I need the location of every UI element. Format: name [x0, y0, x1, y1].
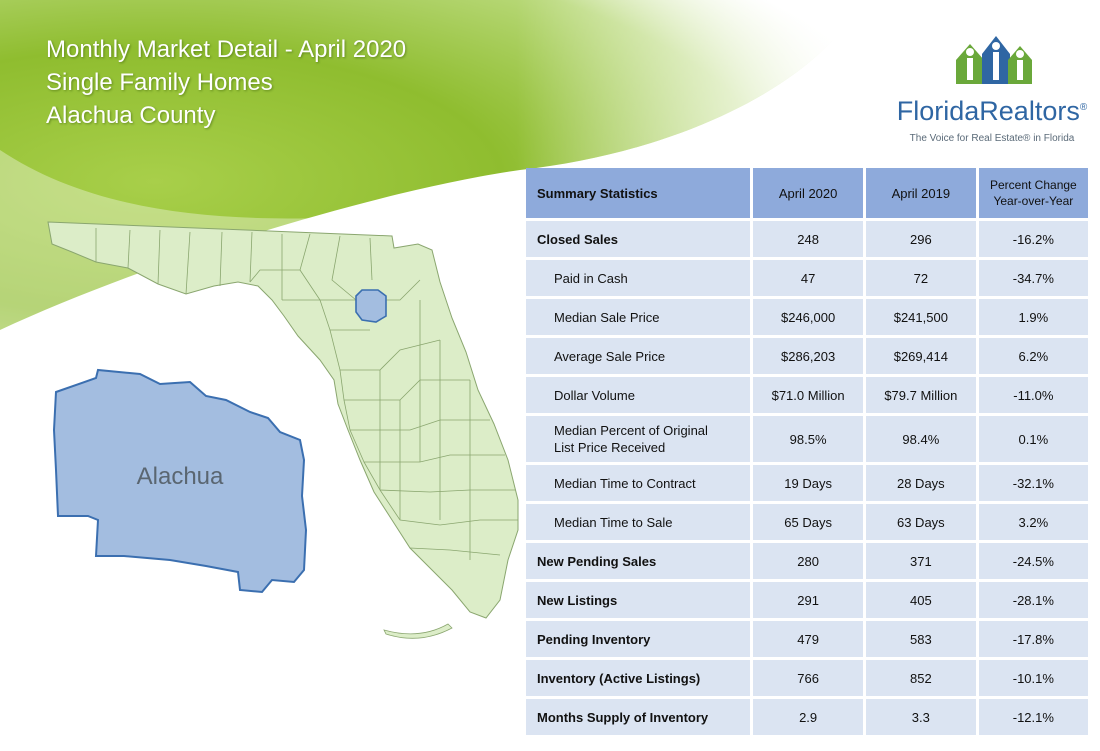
report-property-type: Single Family Homes: [46, 69, 273, 96]
row-previous: 72: [865, 260, 976, 296]
row-current: 248: [753, 221, 863, 257]
table-row: Median Sale Price $246,000 $241,500 1.9%: [526, 299, 1088, 335]
row-change: 0.1%: [978, 416, 1088, 462]
row-label: Median Time to Sale: [526, 504, 751, 540]
table-row: Pending Inventory 479 583 -17.8%: [526, 621, 1088, 657]
table-row: Paid in Cash 47 72 -34.7%: [526, 260, 1088, 296]
table-row: Closed Sales 248 296 -16.2%: [526, 221, 1088, 257]
table-row: New Listings 291 405 -28.1%: [526, 582, 1088, 618]
row-change: -12.1%: [978, 699, 1088, 735]
row-previous: $79.7 Million: [865, 377, 976, 413]
row-previous: $241,500: [865, 299, 976, 335]
row-change: -34.7%: [978, 260, 1088, 296]
row-change: -28.1%: [978, 582, 1088, 618]
table-row: New Pending Sales 280 371 -24.5%: [526, 543, 1088, 579]
row-previous: 63 Days: [865, 504, 976, 540]
row-change: -32.1%: [978, 465, 1088, 501]
row-current: 47: [753, 260, 863, 296]
row-change: -16.2%: [978, 221, 1088, 257]
table-row: Median Percent of Original List Price Rec…: [526, 416, 1088, 462]
row-current: $246,000: [753, 299, 863, 335]
row-current: 766: [753, 660, 863, 696]
row-change: -24.5%: [978, 543, 1088, 579]
row-change: 1.9%: [978, 299, 1088, 335]
row-change: -11.0%: [978, 377, 1088, 413]
row-label: Paid in Cash: [526, 260, 751, 296]
header-previous-period: April 2019: [865, 168, 976, 218]
row-change: 3.2%: [978, 504, 1088, 540]
row-current: 280: [753, 543, 863, 579]
logo-tagline: The Voice for Real Estate® in Florida: [909, 133, 1075, 144]
row-current: 479: [753, 621, 863, 657]
table-header-row: Summary Statistics April 2020 April 2019…: [526, 168, 1088, 218]
table-row: Average Sale Price $286,203 $269,414 6.2…: [526, 338, 1088, 374]
table-row: Dollar Volume $71.0 Million $79.7 Millio…: [526, 377, 1088, 413]
row-previous: 405: [865, 582, 976, 618]
row-label: New Listings: [526, 582, 751, 618]
row-label: Median Percent of Original List Price Rec…: [526, 416, 751, 462]
report-title: Monthly Market Detail - April 2020: [46, 36, 407, 63]
report-title-block: Monthly Market Detail - April 2020 Singl…: [46, 33, 406, 132]
row-previous: 296: [865, 221, 976, 257]
header-percent-change: Percent Change Year-over-Year: [978, 168, 1088, 218]
row-label: Average Sale Price: [526, 338, 751, 374]
row-previous: 28 Days: [865, 465, 976, 501]
row-current: 98.5%: [753, 416, 863, 462]
header-current-period: April 2020: [753, 168, 863, 218]
row-previous: 371: [865, 543, 976, 579]
row-label: Inventory (Active Listings): [526, 660, 751, 696]
row-previous: 3.3: [865, 699, 976, 735]
row-label: Median Time to Contract: [526, 465, 751, 501]
row-change: -17.8%: [978, 621, 1088, 657]
row-current: $71.0 Million: [753, 377, 863, 413]
row-change: -10.1%: [978, 660, 1088, 696]
row-current: 19 Days: [753, 465, 863, 501]
row-current: 65 Days: [753, 504, 863, 540]
logo-wordmark: FloridaRealtors®: [896, 96, 1088, 126]
row-previous: 583: [865, 621, 976, 657]
header-summary-statistics: Summary Statistics: [526, 168, 751, 218]
row-previous: $269,414: [865, 338, 976, 374]
row-label: Dollar Volume: [526, 377, 751, 413]
row-label: Closed Sales: [526, 221, 751, 257]
table-row: Median Time to Sale 65 Days 63 Days 3.2%: [526, 504, 1088, 540]
florida-realtors-logo: FloridaRealtors® The Voice for Real Esta…: [892, 26, 1092, 156]
houses-people-icon: [956, 36, 1032, 84]
table-row: Median Time to Contract 19 Days 28 Days …: [526, 465, 1088, 501]
row-label: Pending Inventory: [526, 621, 751, 657]
row-label: Median Sale Price: [526, 299, 751, 335]
county-label: Alachua: [136, 463, 224, 490]
row-current: $286,203: [753, 338, 863, 374]
report-county: Alachua County: [46, 102, 216, 129]
row-label: Months Supply of Inventory: [526, 699, 751, 735]
row-previous: 852: [865, 660, 976, 696]
table-row: Inventory (Active Listings) 766 852 -10.…: [526, 660, 1088, 696]
row-current: 291: [753, 582, 863, 618]
row-change: 6.2%: [978, 338, 1088, 374]
row-current: 2.9: [753, 699, 863, 735]
summary-statistics-table: Summary Statistics April 2020 April 2019…: [523, 165, 1091, 738]
row-previous: 98.4%: [865, 416, 976, 462]
table-row: Months Supply of Inventory 2.9 3.3 -12.1…: [526, 699, 1088, 735]
row-label: New Pending Sales: [526, 543, 751, 579]
